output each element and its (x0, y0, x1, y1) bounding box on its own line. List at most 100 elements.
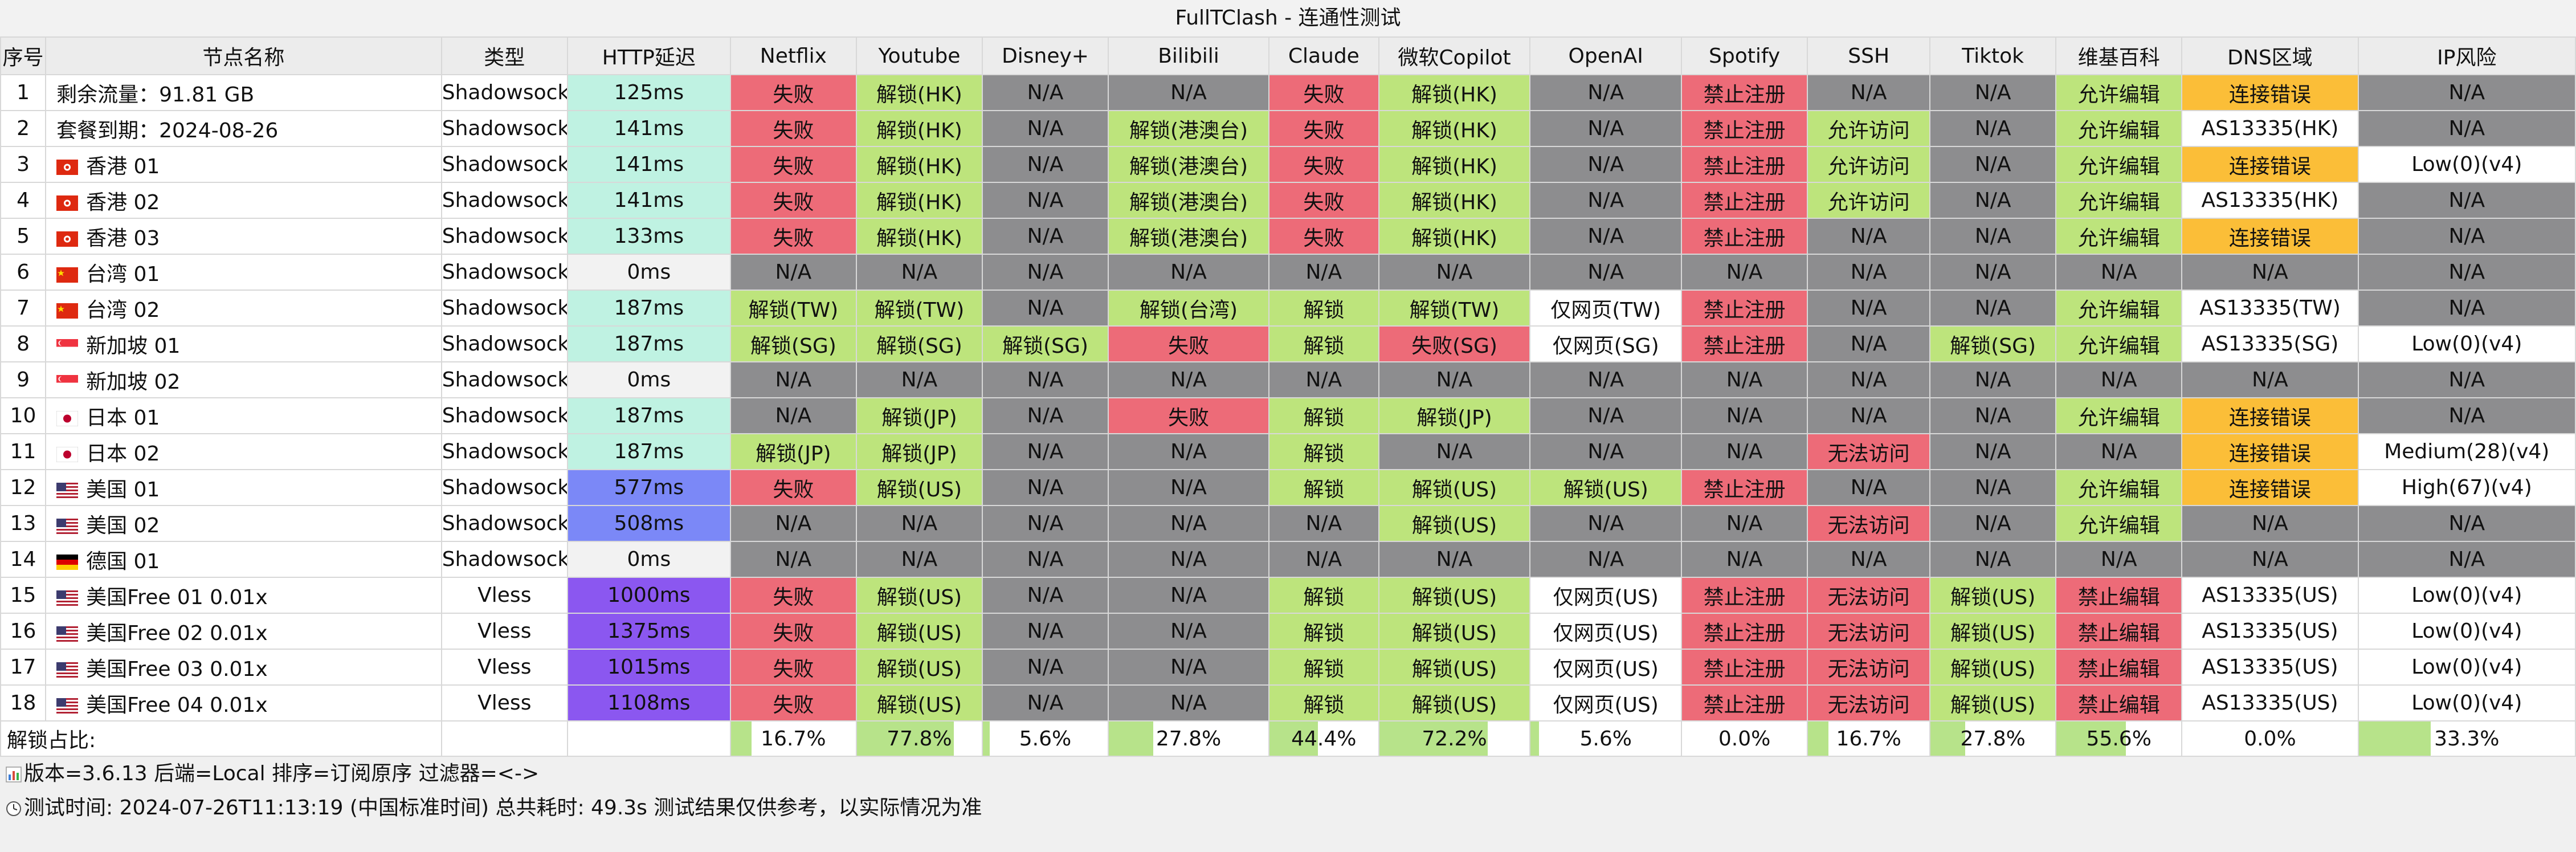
node-name: 香港 03 (86, 226, 160, 250)
result-cell: 禁止编辑 (2055, 684, 2183, 721)
result-cell: 连接错误 (2181, 218, 2359, 255)
result-cell: 解锁(US) (1378, 469, 1531, 506)
result-cell: N/A (1681, 433, 1808, 470)
result-cell: 解锁(HK) (855, 110, 983, 147)
result-cell: N/A (729, 505, 857, 542)
summary-cell: 55.6% (2055, 720, 2183, 757)
result-cell: AS13335(HK) (2181, 110, 2359, 147)
table-row: 4 香港 02 Shadowsocks 141ms 失败 解锁(HK) N/A 解锁(港澳台)… (0, 182, 2576, 219)
result-cell: 解锁 (1268, 577, 1379, 614)
result-cell: 解锁(TW) (1378, 290, 1531, 327)
result-cell: N/A (1108, 649, 1269, 686)
result-cell: 仅网页(SG) (1529, 325, 1683, 362)
result-cell: N/A (981, 649, 1109, 686)
row-index: 17 (0, 649, 47, 686)
table-row: 3 香港 01 Shadowsocks 141ms 失败 解锁(HK) N/A 解锁(港澳台)… (0, 146, 2576, 183)
result-cell: N/A (1929, 397, 2057, 434)
http-delay: 1108ms (566, 684, 731, 721)
result-cell: N/A (1529, 541, 1683, 578)
result-cell: N/A (1929, 505, 2057, 542)
result-cell: N/A (1681, 541, 1808, 578)
node-name-cell: 台湾 02 (45, 290, 442, 327)
result-cell: N/A (981, 397, 1109, 434)
result-cell: N/A (2055, 254, 2183, 291)
result-cell: 解锁 (1268, 290, 1379, 327)
result-cell: 解锁(JP) (855, 433, 983, 470)
result-cell: 解锁(US) (855, 649, 983, 686)
us-flag-icon (56, 698, 79, 714)
result-cell: 无法访问 (1807, 577, 1931, 614)
unlock-ratio-value: 72.2% (1422, 727, 1487, 751)
node-name-cell: 美国Free 01 0.01x (45, 577, 442, 614)
unlock-ratio-bar (2359, 722, 2431, 755)
result-cell: N/A (1929, 110, 2057, 147)
unlock-ratio-bar (857, 722, 954, 755)
result-cell: 解锁(港澳台) (1108, 146, 1269, 183)
result-cell: N/A (855, 361, 983, 398)
result-cell: 解锁(US) (1378, 649, 1531, 686)
result-cell: 解锁(US) (1378, 577, 1531, 614)
result-cell: N/A (981, 577, 1109, 614)
unlock-ratio-value: 55.6% (2086, 727, 2152, 751)
clock-icon (6, 801, 21, 816)
unlock-ratio-bar (1531, 722, 1540, 755)
result-cell: N/A (1108, 361, 1269, 398)
result-cell: N/A (1529, 110, 1683, 147)
table-row: 13 美国 02 Shadowsocks 508ms N/A N/A N/A N/A N/A 解锁… (0, 505, 2576, 542)
hong-kong-flag-icon (56, 231, 79, 247)
result-cell: N/A (855, 505, 983, 542)
row-index: 9 (0, 361, 47, 398)
result-cell: 解锁(HK) (855, 146, 983, 183)
result-cell: 禁止编辑 (2055, 613, 2183, 650)
result-cell: N/A (1929, 290, 2057, 327)
summary-cell: 77.8% (855, 720, 983, 757)
result-cell: N/A (981, 433, 1109, 470)
result-cell: 失败 (729, 110, 857, 147)
node-type: Shadowsocks (440, 254, 568, 291)
result-cell: 解锁(US) (1929, 577, 2057, 614)
result-cell: 失败 (729, 577, 857, 614)
result-cell: N/A (2357, 290, 2576, 327)
result-cell: 允许访问 (1807, 182, 1931, 219)
result-cell: 解锁(SG) (1929, 325, 2057, 362)
result-cell: 解锁(US) (1929, 613, 2057, 650)
result-cell: 解锁(US) (855, 469, 983, 506)
result-cell: 解锁(US) (1378, 613, 1531, 650)
result-cell: AS13335(HK) (2181, 182, 2359, 219)
result-cell: N/A (1929, 254, 2057, 291)
result-cell: 连接错误 (2181, 469, 2359, 506)
summary-cell: 5.6% (1529, 720, 1683, 757)
result-cell: N/A (2357, 361, 2576, 398)
table-row: 2 套餐到期：2024-08-26 Shadowsocks 141ms 失败 解锁(HK)… (0, 110, 2576, 147)
node-name-cell: 台湾 01 (45, 254, 442, 291)
result-cell: 失败 (1268, 182, 1379, 219)
node-name: 美国Free 02 0.01x (86, 621, 268, 645)
result-cell: N/A (729, 254, 857, 291)
column-header: 序号 (0, 36, 47, 75)
summary-empty (566, 720, 731, 757)
result-cell: 禁止注册 (1681, 182, 1808, 219)
unlock-ratio-bar (983, 722, 990, 755)
table-row: 10 日本 01 Shadowsocks 187ms N/A 解锁(JP) N/A 失败 解锁解… (0, 397, 2576, 434)
result-cell: 禁止注册 (1681, 577, 1808, 614)
result-cell: AS13335(SG) (2181, 325, 2359, 362)
result-cell: AS13335(US) (2181, 649, 2359, 686)
column-header: Netflix (729, 36, 857, 75)
result-cell: 禁止注册 (1681, 290, 1808, 327)
result-cell: 允许编辑 (2055, 397, 2183, 434)
result-cell: AS13335(US) (2181, 613, 2359, 650)
result-cell: N/A (1108, 613, 1269, 650)
result-cell: High(67)(v4) (2357, 469, 2576, 506)
result-cell: 解锁 (1268, 469, 1379, 506)
unlock-ratio-bar (1931, 722, 1966, 755)
result-cell: 允许编辑 (2055, 110, 2183, 147)
result-cell: 解锁 (1268, 433, 1379, 470)
result-cell: 允许编辑 (2055, 290, 2183, 327)
result-cell: 解锁(US) (855, 577, 983, 614)
result-cell: N/A (1929, 146, 2057, 183)
row-index: 6 (0, 254, 47, 291)
result-cell: N/A (2181, 505, 2359, 542)
result-cell: 失败 (1268, 146, 1379, 183)
node-type: Shadowsocks (440, 290, 568, 327)
result-cell: 解锁(HK) (1378, 146, 1531, 183)
